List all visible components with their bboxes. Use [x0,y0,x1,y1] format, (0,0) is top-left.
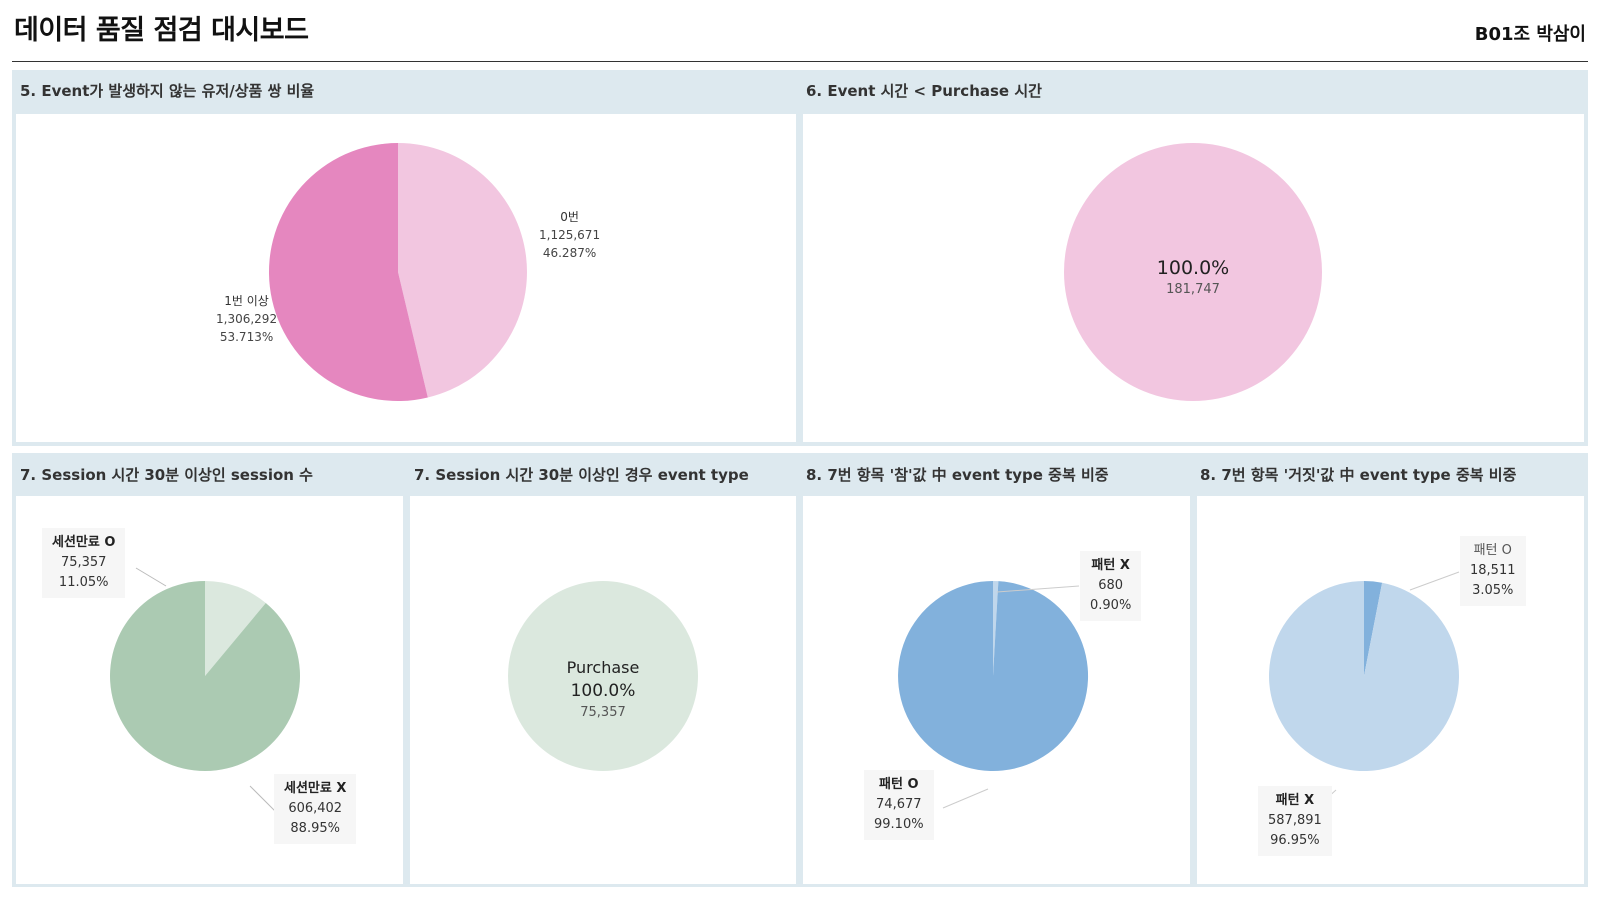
pie-chart-8b [1269,571,1460,817]
slice-label-1-or-more: 1번 이상 1,306,292 53.713% [216,292,277,346]
pie-chart-7a [110,567,301,813]
tooltip-percent: 3.05% [1472,583,1514,598]
center-percent: 100.0% [1156,257,1230,279]
slice-label-value: 1,125,671 [539,228,601,242]
panel-title-6: 6. Event 시간 < Purchase 시간 [806,82,1042,100]
center-percent: 100.0% [570,681,636,701]
slice-label-percent: 46.287% [542,246,597,260]
panel-5: 0번 1,125,671 46.287% 1번 이상 1,306,292 53.… [16,114,796,442]
tooltip-value: 74,677 [876,797,922,812]
tooltip-value: 18,511 [1470,563,1516,578]
leader-line [135,567,167,587]
tooltip-percent: 11.05% [58,575,109,590]
author-label: B01조 박삼이 [1474,24,1586,45]
slice-label-name: 0번 [560,210,579,224]
pie-chart-7b [508,581,698,771]
panel-8b: 패턴 O 18,511 3.05% 패턴 X 587,891 96.95% [1197,496,1584,884]
pie-slice-session-expired-o[interactable] [205,581,266,676]
pie-slice-0-times[interactable] [398,143,527,398]
panel-title-8a: 8. 7번 항목 '참'값 中 event type 중복 비중 [806,466,1109,484]
tooltip-name: 패턴 O [879,777,919,792]
slice-label-0-times: 0번 1,125,671 46.287% [539,208,600,262]
panel-8a: 패턴 X 680 0.90% 패턴 O 74,677 99.10% [803,496,1190,884]
panel-title-8b: 8. 7번 항목 '거짓'값 中 event type 중복 비중 [1200,466,1517,484]
tooltip-name: 세션만료 X [284,781,347,796]
tooltip-name: 패턴 O [1473,543,1512,558]
tooltip-percent: 0.90% [1090,598,1132,613]
tooltip-percent: 99.10% [874,817,924,832]
tooltip-value: 606,402 [288,801,343,816]
leader-line [1409,571,1460,591]
panel-title-7b: 7. Session 시간 30분 이상인 경우 event type [414,466,749,484]
tooltip-session-expired-o: 세션만료 O 75,357 11.05% [42,528,126,598]
center-name: Purchase [566,658,640,677]
tooltip-name: 패턴 X [1091,558,1130,573]
pie-center-label-6: 100.0% 181,747 [1157,256,1229,300]
pie-slice-pattern-o[interactable] [1364,581,1383,676]
slice-label-name: 1번 이상 [224,294,269,308]
pie-center-label-7b: Purchase 100.0% 75,357 [567,657,640,723]
page-title: 데이터 품질 점검 대시보드 [14,15,309,46]
pie-chart-5 [268,143,527,401]
slice-label-value: 1,306,292 [216,312,278,326]
pie-slice-1-or-more[interactable] [268,143,428,401]
pie-slice-full[interactable] [1064,143,1322,401]
leader-line [249,785,277,813]
center-value: 181,747 [1166,282,1220,297]
pie-slice-pattern-o[interactable] [898,581,1089,771]
center-value: 75,357 [580,705,626,720]
leader-line [942,788,989,809]
tooltip-percent: 88.95% [290,821,340,836]
header-divider [12,61,1588,62]
pie-slice-pattern-x[interactable] [1269,581,1460,771]
panel-title-7a: 7. Session 시간 30분 이상인 session 수 [20,466,313,484]
panel-7a: 세션만료 O 75,357 11.05% 세션만료 X 606,402 88.9… [16,496,403,884]
tooltip-value: 587,891 [1268,813,1322,828]
tooltip-percent: 96.95% [1270,833,1320,848]
pie-chart-8a [898,581,1089,809]
pie-slice-pattern-x[interactable] [993,581,999,676]
panel-7b: Purchase 100.0% 75,357 [410,496,796,884]
panel-title-5: 5. Event가 발생하지 않는 유저/상품 쌍 비율 [20,82,315,100]
tooltip-session-expired-x: 세션만료 X 606,402 88.95% [274,774,357,844]
pie-chart-6 [1064,143,1322,401]
tooltip-pattern-x: 패턴 X 587,891 96.95% [1258,786,1332,856]
tooltip-name: 세션만료 O [52,535,116,550]
dashboard-header: 데이터 품질 점검 대시보드 B01조 박삼이 [0,0,1600,62]
tooltip-pattern-o: 패턴 O 74,677 99.10% [864,770,934,840]
pie-slice-full[interactable] [508,581,698,771]
panel-6: 100.0% 181,747 [803,114,1584,442]
tooltip-name: 패턴 X [1275,793,1315,808]
tooltip-pattern-o: 패턴 O 18,511 3.05% [1460,536,1526,606]
tooltip-pattern-x: 패턴 X 680 0.90% [1080,551,1142,621]
leader-line [996,585,1080,593]
pie-slice-session-expired-x[interactable] [110,581,301,771]
tooltip-value: 680 [1098,578,1124,593]
slice-label-percent: 53.713% [219,330,274,344]
tooltip-value: 75,357 [60,555,107,570]
